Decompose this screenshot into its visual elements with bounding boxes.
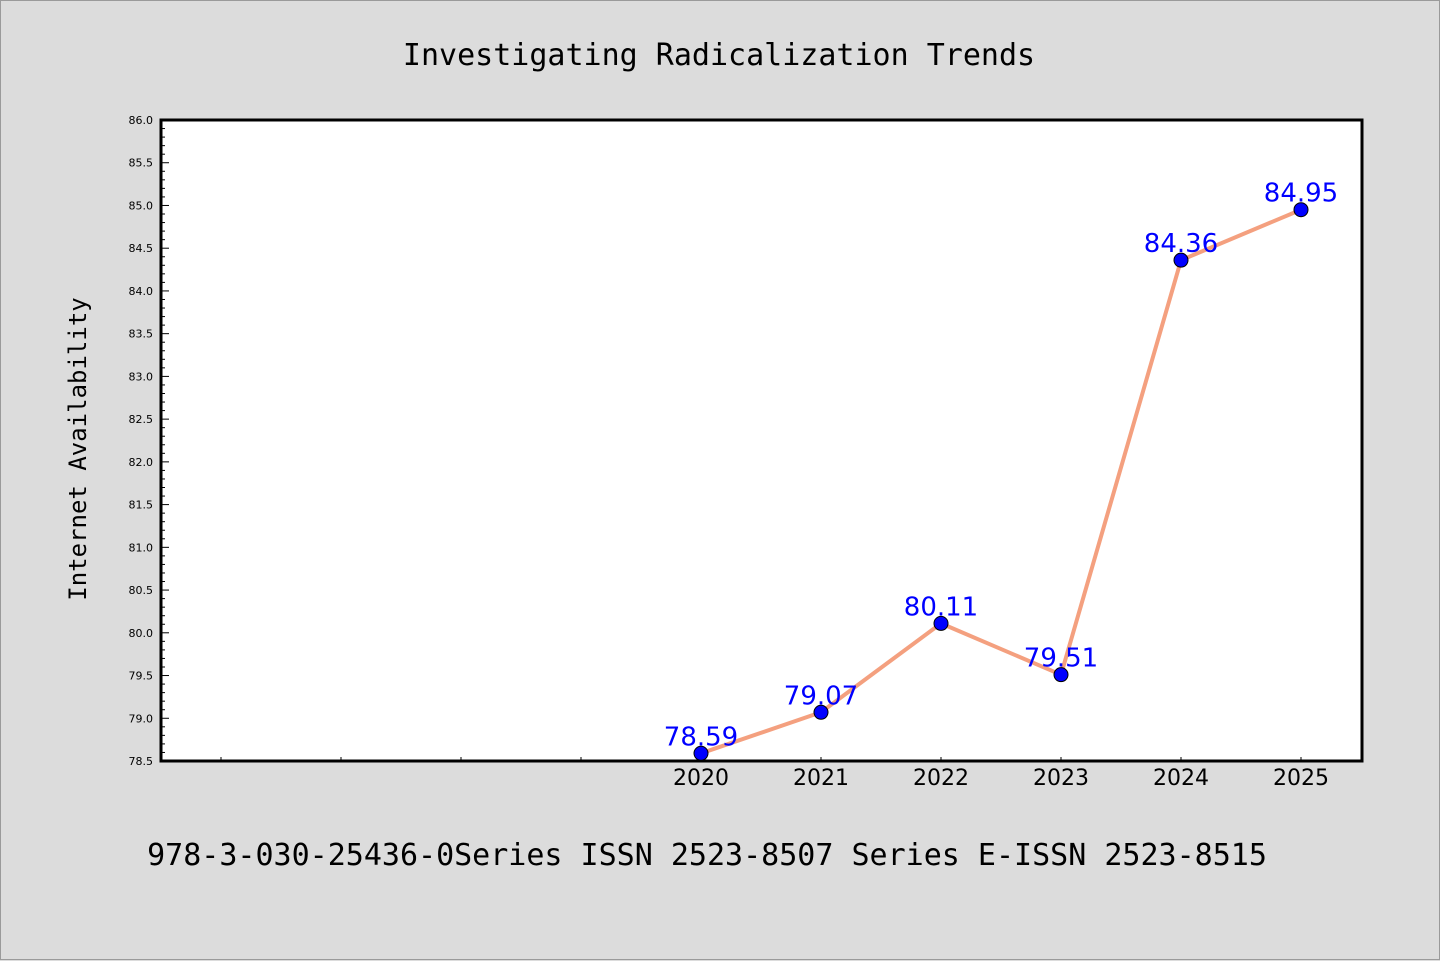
- data-label: 84.95: [1264, 179, 1338, 209]
- x-tick-label: 2021: [793, 766, 849, 791]
- y-tick-label: 84.5: [129, 242, 154, 255]
- y-tick-label: 80.5: [129, 584, 154, 597]
- data-point: [693, 745, 709, 761]
- y-tick-label: 85.0: [129, 199, 154, 212]
- x-tick-label: 2023: [1033, 766, 1089, 791]
- y-tick-label: 83.5: [129, 328, 154, 341]
- data-label: 84.36: [1144, 229, 1218, 259]
- isbn-footer: 978-3-030-25436-0Series ISSN 2523-8507 S…: [147, 838, 1267, 873]
- x-tick-label: 2025: [1273, 766, 1329, 791]
- data-point: [1293, 202, 1309, 218]
- y-tick-label: 79.5: [129, 670, 154, 683]
- y-tick-label: 81.0: [129, 541, 154, 554]
- y-tick-label: 86.0: [129, 114, 154, 127]
- y-tick-label: 83.0: [129, 370, 154, 383]
- y-tick-label: 81.5: [129, 499, 154, 512]
- data-label: 79.07: [784, 681, 858, 711]
- axis-ticks: 78.5 79.0 79.5 80.0 80.5 81.0 81.5 82.0 82.5 83.0…: [129, 114, 1330, 791]
- y-tick-label: 84.0: [129, 285, 154, 298]
- y-tick-label: 82.5: [129, 413, 154, 426]
- data-point: [933, 615, 949, 631]
- data-point: [1173, 252, 1189, 268]
- series-line: [700, 207, 1302, 756]
- chart-title: Investigating Radicalization Trends: [403, 38, 1035, 73]
- x-tick-label: 2020: [673, 766, 729, 791]
- y-tick-label: 85.5: [129, 157, 154, 170]
- y-axis-label: Internet Availability: [64, 297, 92, 600]
- series-line-group: 78.59 79.07 80.11 79.51 84.36 84.95: [664, 179, 1338, 761]
- data-point: [813, 704, 829, 720]
- y-tick-label: 80.0: [129, 627, 154, 640]
- data-label: 79.51: [1024, 644, 1098, 674]
- data-label: 80.11: [904, 592, 978, 622]
- y-tick-label: 82.0: [129, 456, 154, 469]
- plot-area: [159, 118, 1364, 763]
- y-tick-label: 79.0: [129, 712, 154, 725]
- data-point: [1053, 667, 1069, 683]
- x-tick-label: 2024: [1153, 766, 1209, 791]
- x-tick-label: 2022: [913, 766, 969, 791]
- data-label: 78.59: [664, 722, 738, 752]
- y-tick-label: 78.5: [129, 755, 154, 768]
